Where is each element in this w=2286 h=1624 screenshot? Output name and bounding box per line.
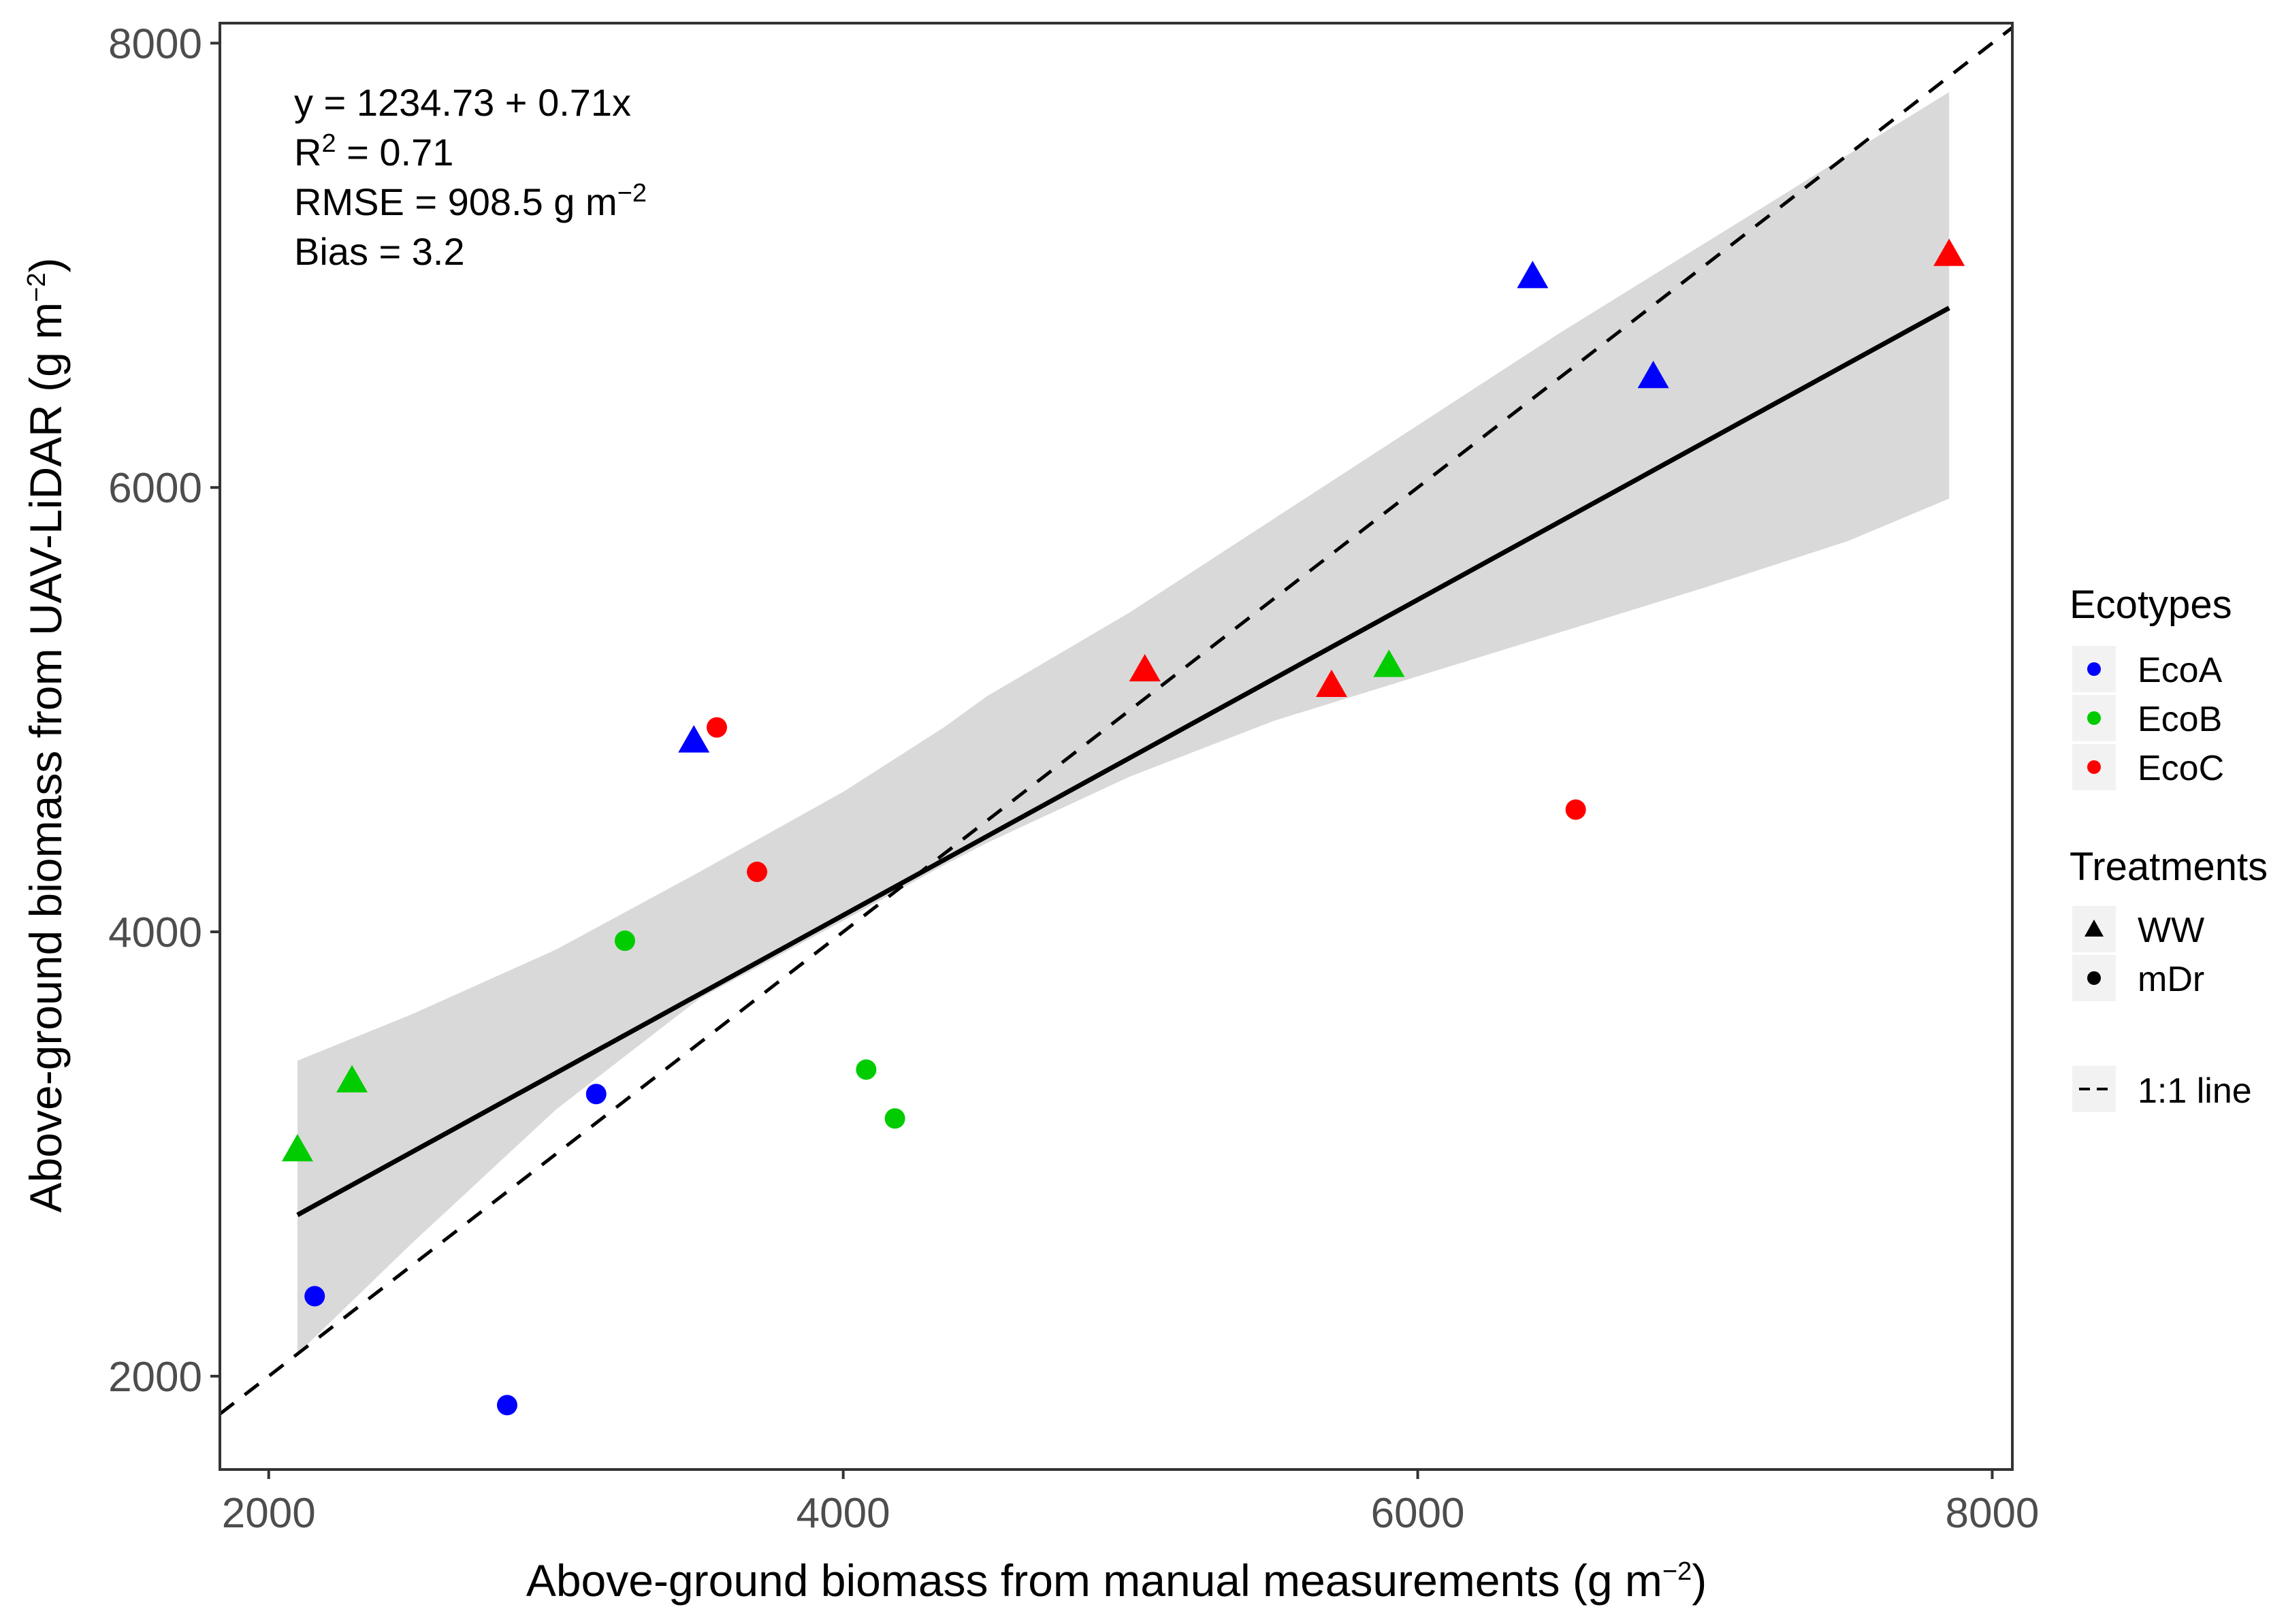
y-axis-title: Above-ground biomass from UAV-LiDAR (g m…: [20, 258, 71, 1213]
legend-label-ecoc: EcoC: [2138, 749, 2224, 788]
x-tick-label: 2000: [222, 1490, 316, 1537]
x-axis-title-sup: −2: [1662, 1557, 1692, 1586]
legend-ecotypes: EcoA EcoB EcoC: [2072, 646, 2224, 790]
x-tick-label: 8000: [1945, 1490, 2039, 1537]
legend-swatch-ecoc: [2087, 760, 2101, 774]
x-axis-title-main: Above-ground biomass from manual measure…: [526, 1555, 1662, 1606]
legend-key-bg: [2072, 1066, 2116, 1112]
y-axis-title-main: Above-ground biomass from UAV-LiDAR (g m: [20, 302, 71, 1213]
point-ecoa-mdr-9: [304, 1286, 325, 1307]
point-ecoa-ww-2: [678, 725, 710, 753]
r2-prefix: R: [294, 131, 321, 174]
point-ecob-mdr-16: [884, 1108, 905, 1129]
legend-swatch-triangle: [2084, 920, 2104, 937]
r2-value: = 0.71: [336, 131, 454, 174]
legend-label-ecob: EcoB: [2138, 700, 2222, 739]
point-ecob-mdr-12: [614, 930, 635, 952]
legend-swatch-circle: [2087, 971, 2101, 985]
plot-border: [219, 22, 2014, 1471]
one-to-one-line: [220, 26, 2012, 1416]
x-tick-label: 4000: [796, 1490, 890, 1537]
legend-swatch-ecob: [2087, 711, 2101, 725]
axes: 2000 4000 6000 8000 2000 4000 6000 8000: [108, 20, 2039, 1537]
point-ecob-mdr-15: [856, 1059, 877, 1080]
r-squared-label: R2 = 0.71: [294, 129, 453, 174]
r2-sup: 2: [321, 129, 336, 158]
legend-line-label: 1:1 line: [2138, 1071, 2252, 1111]
y-tick-label: 6000: [108, 465, 202, 512]
y-tick-label: 2000: [108, 1354, 202, 1401]
legend-swatch-ecoa: [2087, 662, 2101, 676]
legend-label-ecoa: EcoA: [2138, 651, 2223, 690]
point-ecoc-mdr-14: [747, 861, 768, 882]
legend-treatments-title: Treatments: [2070, 845, 2268, 889]
point-ecoc-mdr-17: [1565, 799, 1586, 820]
y-tick-label: 4000: [108, 909, 202, 956]
x-tick-label: 6000: [1371, 1490, 1465, 1537]
point-ecob-ww-1: [336, 1065, 368, 1093]
confidence-band: [297, 92, 1950, 1354]
point-ecoa-ww-7: [1637, 361, 1669, 389]
equation-label: y = 1234.73 + 0.71x: [294, 81, 631, 124]
y-axis-title-end: ): [20, 258, 71, 273]
point-ecob-ww-0: [281, 1133, 313, 1162]
data-points: [281, 238, 1965, 1416]
rmse-sup: −2: [617, 179, 647, 208]
point-ecoc-ww-4: [1315, 669, 1347, 697]
bias-label: Bias = 3.2: [294, 230, 465, 273]
point-ecoc-mdr-13: [706, 717, 727, 738]
point-ecob-ww-5: [1373, 649, 1405, 677]
point-ecoa-mdr-11: [585, 1084, 607, 1105]
y-axis-title-sup: −2: [22, 273, 51, 302]
regression-line: [296, 306, 1950, 1218]
point-ecoc-ww-3: [1129, 653, 1161, 682]
x-axis-title-end: ): [1692, 1555, 1707, 1606]
legend: Ecotypes EcoA EcoB EcoC Treatments WW mDr 1…: [2070, 583, 2268, 1112]
x-axis-title: Above-ground biomass from manual measure…: [526, 1555, 1707, 1606]
legend-label-ww: WW: [2138, 911, 2204, 950]
legend-ecotypes-title: Ecotypes: [2070, 583, 2232, 627]
point-ecoc-ww-8: [1933, 238, 1965, 266]
point-ecoa-mdr-10: [496, 1395, 517, 1416]
rmse-main: RMSE = 908.5 g m: [294, 180, 617, 223]
point-ecoa-ww-6: [1517, 261, 1549, 289]
y-tick-label: 8000: [108, 20, 202, 67]
rmse-label: RMSE = 908.5 g m−2: [294, 179, 647, 223]
legend-treatments: WW mDr: [2072, 906, 2204, 1001]
legend-label-mdr: mDr: [2138, 960, 2204, 999]
